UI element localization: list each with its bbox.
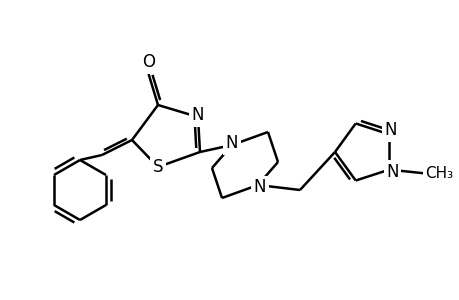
Text: N: N — [191, 106, 204, 124]
Text: CH₃: CH₃ — [424, 166, 453, 181]
Text: N: N — [383, 122, 396, 140]
Text: O: O — [142, 53, 155, 71]
Text: N: N — [225, 134, 238, 152]
Text: N: N — [253, 178, 266, 196]
Text: N: N — [385, 163, 397, 181]
Text: S: S — [152, 158, 163, 176]
